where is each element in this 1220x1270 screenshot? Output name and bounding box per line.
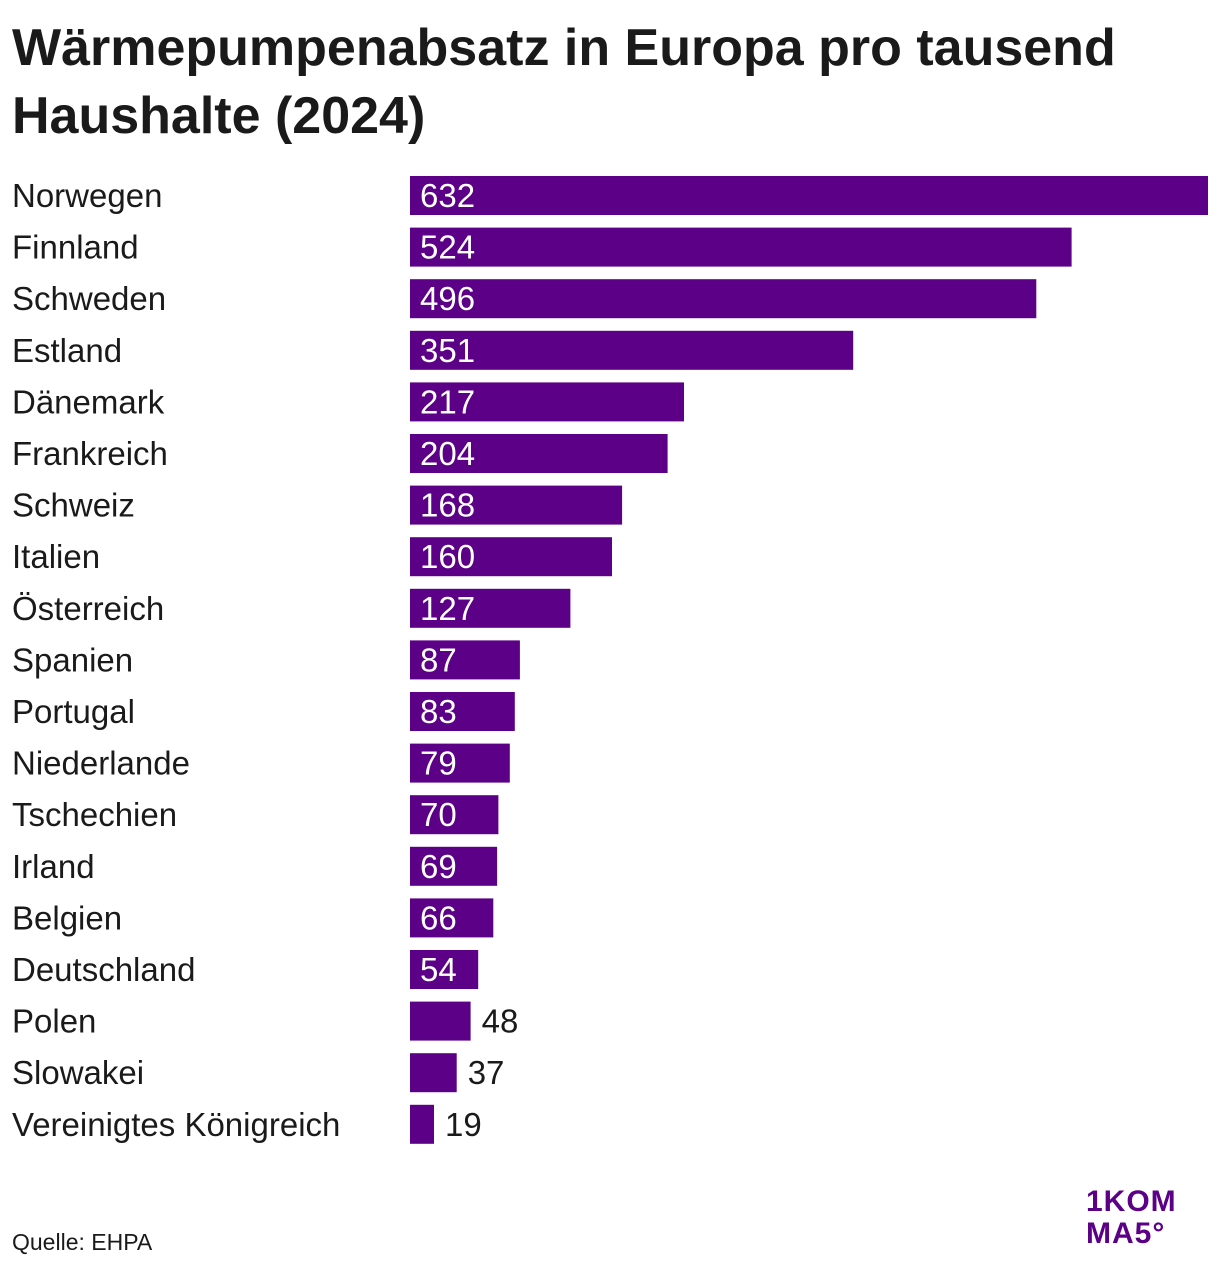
data-label: 217 xyxy=(420,383,475,420)
data-label: 66 xyxy=(420,899,457,936)
category-label: Frankreich xyxy=(12,435,168,472)
data-label: 632 xyxy=(420,177,475,214)
data-label: 83 xyxy=(420,693,457,730)
bar xyxy=(410,898,494,938)
category-label: Schweiz xyxy=(12,487,135,524)
bar xyxy=(410,330,854,370)
logo-line-1: 1KOM xyxy=(1086,1185,1177,1218)
category-label: Tschechien xyxy=(12,796,177,833)
source-note: Quelle: EHPA xyxy=(12,1229,153,1255)
category-label: Polen xyxy=(12,1003,96,1040)
bar xyxy=(410,640,520,680)
category-label: Italien xyxy=(12,538,100,575)
bar xyxy=(410,537,612,577)
data-label: 87 xyxy=(420,641,457,678)
data-label: 48 xyxy=(482,1003,519,1040)
bar xyxy=(410,485,623,525)
category-label: Finnland xyxy=(12,229,139,266)
bar xyxy=(410,1104,434,1144)
data-label: 79 xyxy=(420,745,457,782)
bar xyxy=(410,176,1208,215)
category-label: Belgien xyxy=(12,899,122,936)
bar xyxy=(410,588,571,628)
data-label: 204 xyxy=(420,435,475,472)
data-label: 351 xyxy=(420,332,475,369)
category-label: Portugal xyxy=(12,693,135,730)
bar xyxy=(410,1053,457,1093)
bar xyxy=(410,434,668,473)
bar xyxy=(410,279,1037,319)
category-label: Slowakei xyxy=(12,1054,144,1091)
bar xyxy=(410,743,510,783)
category-label: Vereinigtes Königreich xyxy=(12,1106,340,1143)
category-label: Spanien xyxy=(12,641,133,678)
data-label: 70 xyxy=(420,796,457,833)
data-label: 54 xyxy=(420,951,457,988)
category-label: Österreich xyxy=(12,590,164,627)
category-label: Irland xyxy=(12,848,95,885)
bar xyxy=(410,950,479,989)
bar xyxy=(410,1001,471,1041)
data-label: 496 xyxy=(420,280,475,317)
brand-logo: 1KOM MA5° xyxy=(1086,1186,1198,1250)
bar xyxy=(410,382,684,422)
category-label: Schweden xyxy=(12,280,166,317)
data-label: 127 xyxy=(420,590,475,627)
bar xyxy=(410,692,515,731)
category-label: Norwegen xyxy=(12,177,162,214)
bar xyxy=(410,795,499,835)
data-label: 168 xyxy=(420,487,475,524)
data-label: 69 xyxy=(420,848,457,885)
category-label: Niederlande xyxy=(12,745,190,782)
bar-chart: Norwegen 632 Finnland 524 Schweden 496 Estland… xyxy=(12,176,1208,1144)
chart-title: Wärmepumpenabsatz in Europa pro tausend … xyxy=(12,19,1116,145)
category-label: Dänemark xyxy=(12,383,165,420)
bar xyxy=(410,846,498,886)
data-label: 524 xyxy=(420,229,475,266)
data-label: 37 xyxy=(468,1054,505,1091)
data-label: 160 xyxy=(420,538,475,575)
logo-line-2: MA5° xyxy=(1086,1217,1166,1250)
bar xyxy=(410,227,1072,267)
category-label: Deutschland xyxy=(12,951,195,988)
category-label: Estland xyxy=(12,332,122,369)
data-label: 19 xyxy=(445,1106,482,1143)
